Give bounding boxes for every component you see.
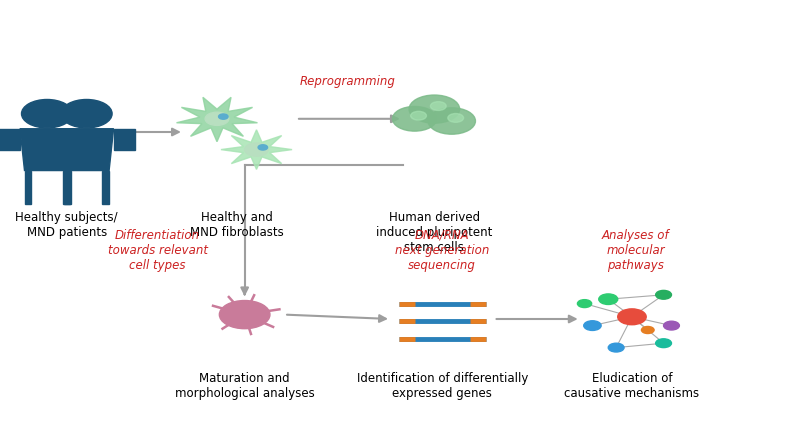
- Circle shape: [430, 102, 446, 110]
- Circle shape: [258, 145, 268, 150]
- Circle shape: [584, 321, 601, 330]
- Circle shape: [218, 114, 228, 119]
- Text: Healthy subjects/
MND patients: Healthy subjects/ MND patients: [16, 211, 118, 239]
- Circle shape: [392, 106, 437, 131]
- Circle shape: [205, 112, 229, 125]
- Polygon shape: [0, 129, 20, 150]
- Circle shape: [410, 111, 426, 120]
- Circle shape: [428, 108, 476, 134]
- Text: Human derived
induced pluripotent
stem cells: Human derived induced pluripotent stem c…: [376, 211, 492, 254]
- Polygon shape: [176, 97, 257, 142]
- Circle shape: [61, 99, 112, 128]
- Circle shape: [642, 326, 654, 334]
- Circle shape: [656, 290, 672, 299]
- Circle shape: [656, 339, 672, 348]
- Circle shape: [618, 309, 646, 325]
- Polygon shape: [221, 130, 292, 169]
- Circle shape: [21, 99, 72, 128]
- Text: Reprogramming: Reprogramming: [299, 75, 395, 88]
- Polygon shape: [64, 171, 71, 204]
- Circle shape: [219, 301, 270, 329]
- Circle shape: [599, 294, 618, 304]
- Polygon shape: [38, 129, 60, 150]
- Polygon shape: [25, 171, 31, 204]
- Text: Healthy and
MND fibroblasts: Healthy and MND fibroblasts: [190, 211, 283, 239]
- Text: Maturation and
morphological analyses: Maturation and morphological analyses: [175, 372, 314, 400]
- Polygon shape: [102, 171, 109, 204]
- Circle shape: [409, 95, 460, 123]
- Text: Identification of differentially
expressed genes: Identification of differentially express…: [357, 372, 528, 400]
- Text: Differentiation
towards relevant
cell types: Differentiation towards relevant cell ty…: [108, 229, 208, 272]
- Polygon shape: [60, 129, 114, 171]
- Text: DNA/RNA
next generation
sequencing: DNA/RNA next generation sequencing: [395, 229, 489, 272]
- Circle shape: [245, 143, 268, 156]
- Circle shape: [577, 300, 592, 308]
- Polygon shape: [74, 129, 95, 150]
- Polygon shape: [63, 171, 70, 204]
- Circle shape: [448, 114, 464, 122]
- Circle shape: [664, 321, 680, 330]
- Polygon shape: [114, 129, 135, 150]
- Circle shape: [608, 343, 624, 352]
- Polygon shape: [20, 129, 74, 171]
- Text: Eludication of
causative mechanisms: Eludication of causative mechanisms: [565, 372, 700, 400]
- Text: Analyses of
molecular
pathways: Analyses of molecular pathways: [602, 229, 669, 272]
